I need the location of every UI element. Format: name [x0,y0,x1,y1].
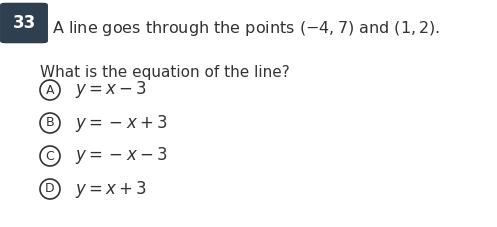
Text: A: A [46,84,54,96]
FancyBboxPatch shape [0,3,48,43]
Text: 33: 33 [12,14,36,32]
Text: D: D [45,183,55,195]
Text: A line goes through the points $(-4, 7)$ and $(1, 2)$.: A line goes through the points $(-4, 7)$… [52,18,440,37]
Text: $y = -x - 3$: $y = -x - 3$ [75,146,167,166]
Text: B: B [46,116,54,129]
Text: C: C [46,150,54,163]
Text: What is the equation of the line?: What is the equation of the line? [40,66,290,81]
Text: $y = x - 3$: $y = x - 3$ [75,79,147,101]
Text: $y = -x + 3$: $y = -x + 3$ [75,113,167,133]
Text: $y = x + 3$: $y = x + 3$ [75,178,147,200]
